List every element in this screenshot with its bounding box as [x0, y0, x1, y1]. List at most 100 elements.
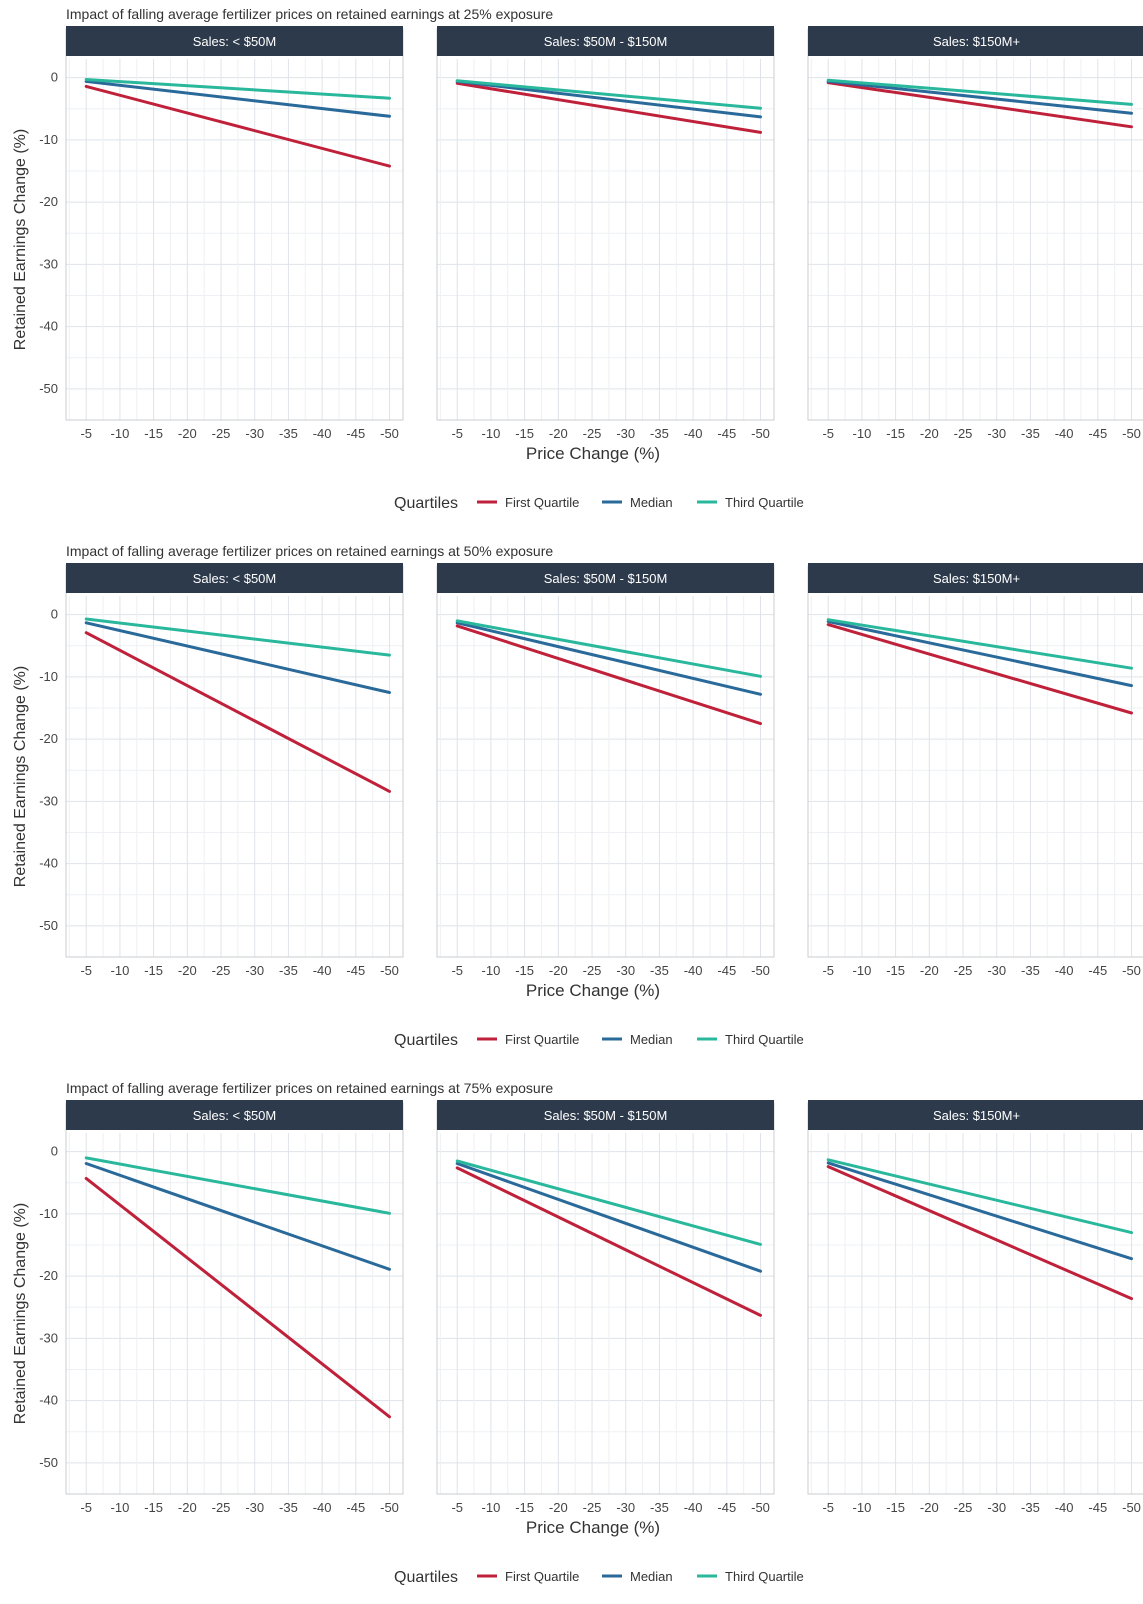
x-tick-label: -50	[1122, 426, 1141, 441]
panel-strip	[808, 26, 1143, 56]
x-tick-label: -20	[549, 963, 568, 978]
panel-background	[437, 596, 774, 957]
y-axis-label: Retained Earnings Change (%)	[12, 666, 29, 887]
panel-strip	[808, 563, 1143, 593]
legend: Quartiles First Quartile Median Third Quart…	[394, 495, 804, 512]
series-line-first-quartile	[455, 81, 762, 134]
series-line-median	[84, 79, 391, 118]
x-tick-label: -15	[886, 1500, 905, 1515]
panel-strip-label: Sales: $150M+	[933, 34, 1020, 49]
x-tick-label: -45	[346, 426, 365, 441]
series-line-third-quartile	[84, 617, 391, 657]
x-tick-label: -5	[822, 963, 834, 978]
panel-1: Sales: < $50M -5 -10 -15 -20 -25 -30 -35 -40 -45-…	[65, 26, 404, 441]
chart-title: Impact of falling average fertilizer pri…	[66, 6, 553, 22]
x-tick-label: -20	[549, 426, 568, 441]
x-tick-label: -45	[1088, 1500, 1107, 1515]
panel-1: Sales: < $50M -5 -10 -15 -20 -25 -30 -35 -40 -45-…	[65, 563, 404, 978]
x-tick-label: -30	[987, 426, 1006, 441]
series-line-first-quartile	[826, 623, 1133, 715]
x-tick-label: -50	[751, 426, 770, 441]
series-line-third-quartile	[84, 1156, 391, 1215]
legend-title: Quartiles	[394, 1032, 458, 1049]
y-tick-label: 0	[51, 607, 58, 622]
x-tick-label: -25	[212, 963, 231, 978]
panel-strip-label: Sales: $150M+	[933, 571, 1020, 586]
x-tick-label: -5	[451, 1500, 463, 1515]
x-tick-label: -45	[717, 963, 736, 978]
x-tick-label: -40	[1055, 426, 1074, 441]
x-tick-label: -15	[515, 963, 534, 978]
legend-title: Quartiles	[394, 495, 458, 512]
y-tick-label: -20	[39, 731, 58, 746]
x-tick-label: -35	[1021, 1500, 1040, 1515]
x-tick-label: -25	[954, 963, 973, 978]
x-tick-label: -20	[178, 963, 197, 978]
x-tick-label: -20	[920, 426, 939, 441]
x-tick-label: -35	[650, 426, 669, 441]
x-tick-label: -25	[954, 426, 973, 441]
x-tick-label: -45	[1088, 963, 1107, 978]
x-tick-label: -5	[451, 426, 463, 441]
x-tick-label: -40	[313, 1500, 332, 1515]
x-tick-label: -15	[886, 426, 905, 441]
y-axis-label: Retained Earnings Change (%)	[12, 129, 29, 350]
x-tick-label: -45	[717, 426, 736, 441]
x-tick-label: -5	[822, 426, 834, 441]
panel-strip	[437, 26, 774, 56]
panel-2: Sales: $50M - $150M-5 -10 -15 -20 -25 -30 -35-…	[436, 26, 775, 441]
chart-title: Impact of falling average fertilizer pri…	[66, 1080, 553, 1096]
panel-strip	[437, 1100, 774, 1130]
x-tick-label: -50	[1122, 963, 1141, 978]
legend-label: First Quartile	[505, 1032, 579, 1047]
x-tick-label: -35	[650, 963, 669, 978]
x-tick-label: -10	[853, 426, 872, 441]
x-tick-label: -20	[920, 1500, 939, 1515]
x-tick-label: -30	[245, 426, 264, 441]
panel-strip	[808, 1100, 1143, 1130]
panel-background	[808, 1133, 1143, 1494]
panel-background	[437, 59, 774, 420]
x-tick-label: -35	[1021, 963, 1040, 978]
x-tick-label: -25	[583, 1500, 602, 1515]
series-line-median	[84, 1162, 391, 1271]
y-tick-label: -10	[39, 669, 58, 684]
x-tick-label: -5	[80, 1500, 92, 1515]
x-tick-label: -25	[212, 426, 231, 441]
series-line-third-quartile	[826, 1158, 1133, 1235]
x-tick-label: -35	[279, 1500, 298, 1515]
panel-strip-label: Sales: $50M - $150M	[544, 34, 668, 49]
x-tick-label: -10	[853, 963, 872, 978]
x-tick-label: -15	[144, 426, 163, 441]
x-tick-label: -35	[279, 426, 298, 441]
panel-2: Sales: $50M - $150M-5 -10 -15 -20 -25 -30 -35-…	[436, 1100, 775, 1515]
panel-strip	[66, 26, 403, 56]
x-tick-label: -10	[482, 1500, 501, 1515]
legend-label: Median	[630, 495, 673, 510]
panel-background	[808, 59, 1143, 420]
x-tick-label: -25	[212, 1500, 231, 1515]
x-tick-label: -15	[515, 1500, 534, 1515]
panel-strip-label: Sales: $50M - $150M	[544, 1108, 668, 1123]
x-tick-label: -10	[111, 963, 130, 978]
legend: Quartiles First Quartile Median Third Quart…	[394, 1569, 804, 1586]
x-tick-label: -50	[380, 1500, 399, 1515]
x-tick-label: -5	[80, 963, 92, 978]
x-tick-label: -20	[178, 1500, 197, 1515]
x-tick-label: -15	[144, 1500, 163, 1515]
x-tick-label: -25	[583, 426, 602, 441]
x-tick-label: -30	[616, 963, 635, 978]
chart-block-3: Impact of falling average fertilizer pri…	[12, 1080, 1143, 1586]
series-line-third-quartile	[84, 78, 391, 100]
x-tick-label: -35	[650, 1500, 669, 1515]
x-tick-label: -45	[1088, 426, 1107, 441]
series-line-median	[826, 620, 1133, 688]
x-tick-label: -5	[451, 963, 463, 978]
x-tick-label: -25	[583, 963, 602, 978]
x-tick-label: -40	[313, 963, 332, 978]
y-tick-label: 0	[51, 1144, 58, 1159]
x-tick-label: -50	[380, 426, 399, 441]
panel-background	[66, 1133, 403, 1494]
x-axis-label: Price Change (%)	[526, 444, 660, 463]
